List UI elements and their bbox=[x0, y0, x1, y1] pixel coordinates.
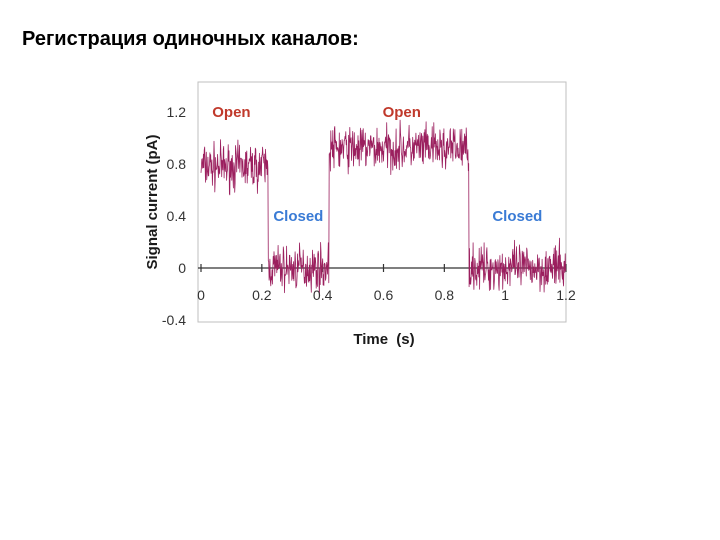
y-axis-title: Signal current (pA) bbox=[144, 134, 161, 269]
open-annotation: Open bbox=[383, 104, 421, 121]
x-axis-label: Time bbox=[353, 331, 388, 348]
signal-current-trace bbox=[200, 119, 567, 297]
y-tick-label: 0.4 bbox=[167, 208, 187, 224]
y-tick-label: -0.4 bbox=[162, 312, 186, 328]
x-axis-unit: (s) bbox=[396, 331, 414, 348]
slide-title: Регистрация одиночных каналов: bbox=[22, 28, 359, 50]
closed-annotation: Closed bbox=[273, 208, 323, 225]
x-tick-label: 0.6 bbox=[374, 287, 394, 303]
plot-frame bbox=[197, 81, 567, 323]
x-tick-label: 0.4 bbox=[313, 287, 333, 303]
closed-annotation: Closed bbox=[492, 208, 542, 225]
y-tick-label: 0.8 bbox=[167, 156, 187, 172]
x-axis-title: Time (s) bbox=[353, 331, 414, 348]
x-tick-label: 0 bbox=[197, 287, 205, 303]
x-tick-label: 1 bbox=[501, 287, 509, 303]
x-tick-label: 1.2 bbox=[556, 287, 576, 303]
y-tick-label: 1.2 bbox=[167, 104, 187, 120]
x-tick-label: 0.2 bbox=[252, 287, 272, 303]
x-tick-label: 0.8 bbox=[435, 287, 455, 303]
open-annotation: Open bbox=[212, 104, 250, 121]
y-tick-label: 0 bbox=[178, 260, 186, 276]
